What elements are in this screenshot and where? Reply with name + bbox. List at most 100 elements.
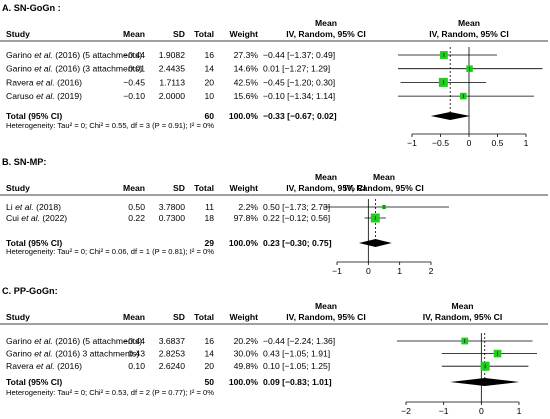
header-total: Total	[194, 29, 214, 39]
study-ci-text: 0.01 [−1.27; 1.29]	[263, 64, 330, 74]
study-mean: 0.01	[128, 64, 145, 74]
header-plot-line1: Mean	[373, 172, 395, 182]
header-ci-line2: IV, Random, 95% CI	[286, 312, 365, 322]
header-total: Total	[194, 312, 214, 322]
header-plot-line2: IV, Random, 95% CI	[429, 29, 508, 39]
study-total: 14	[204, 349, 214, 359]
panel-title: A. SN-GoGn :	[2, 3, 61, 13]
study-total: 20	[204, 77, 214, 87]
total-ci-text: 0.23 [−0.30; 0.75]	[263, 238, 332, 248]
forest-panel-a: A. SN-GoGn :Study Mean SD Total WeightMeanIV…	[0, 3, 548, 148]
study-total: 14	[204, 64, 214, 74]
header-weight: Weight	[230, 29, 259, 39]
study-name: Garino et al. (2016) (5 attachments)	[6, 50, 142, 60]
study-sd: 1.7113	[159, 77, 185, 87]
study-weight: 20.2%	[234, 336, 259, 346]
study-ci-text: −0.44 [−1.37; 0.49]	[263, 50, 335, 60]
total-weight: 100.0%	[229, 238, 259, 248]
study-ci-text: 0.22 [−0.12; 0.56]	[263, 213, 330, 223]
study-sd: 3.6837	[159, 336, 186, 346]
total-label: Total (95% CI)	[6, 377, 62, 387]
study-name: Garino et al. (2016) (5 attachments)	[6, 336, 142, 346]
study-sd: 1.9082	[159, 50, 186, 60]
study-name: Garino et al. (2016) (3 attachments)	[6, 64, 142, 74]
total-label: Total (95% CI)	[6, 111, 62, 121]
header-total: Total	[194, 183, 214, 193]
header-plot-line2: IV, Random, 95% CI	[344, 183, 423, 193]
study-total: 10	[204, 91, 214, 101]
total-n: 50	[204, 377, 214, 387]
pooled-diamond	[450, 378, 520, 386]
study-ci-text: −0.45 [−1.20; 0.30]	[263, 77, 335, 87]
x-tick-label: 0.5	[492, 138, 504, 148]
study-weight: 97.8%	[234, 213, 259, 223]
study-weight: 15.6%	[234, 91, 259, 101]
x-tick-label: 0	[366, 266, 371, 276]
total-n: 60	[204, 111, 214, 121]
study-weight: 2.2%	[238, 202, 258, 212]
study-total: 18	[204, 213, 214, 223]
total-weight: 100.0%	[229, 377, 259, 387]
header-ci-line2: IV, Random, 95% CI	[286, 183, 365, 193]
header-weight: Weight	[230, 183, 259, 193]
pooled-diamond	[430, 112, 471, 120]
heterogeneity-text: Heterogeneity: Tau² = 0; Chi² = 0.55, df…	[6, 121, 214, 130]
study-sd: 2.0000	[159, 91, 186, 101]
header-plot-line1: Mean	[458, 18, 480, 28]
study-mean: −0.45	[123, 77, 145, 87]
header-ci-line1: Mean	[315, 18, 337, 28]
study-weight: 14.6%	[234, 64, 259, 74]
study-ci-text: −0.44 [−2.24; 1.36]	[263, 336, 335, 346]
study-name: Cui et al. (2022)	[6, 213, 67, 223]
header-weight: Weight	[230, 312, 259, 322]
header-study: Study	[6, 312, 30, 322]
study-sd: 2.4435	[159, 64, 186, 74]
x-tick-label: 2	[429, 266, 434, 276]
x-tick-label: 1	[397, 266, 402, 276]
header-ci-line2: IV, Random, 95% CI	[286, 29, 365, 39]
header-plot-line2: IV, Random, 95% CI	[423, 312, 502, 322]
study-mean: 0.50	[128, 202, 145, 212]
study-ci-text: 0.43 [−1.05; 1.91]	[263, 349, 330, 359]
x-tick-label: −1	[332, 266, 342, 276]
header-study: Study	[6, 29, 30, 39]
x-tick-label: −2	[401, 406, 411, 416]
study-ci-text: 0.10 [−1.05; 1.25]	[263, 361, 330, 371]
study-name: Garino et al. (2016) 3 attachments)	[6, 349, 139, 359]
study-total: 11	[205, 202, 214, 212]
x-tick-label: −1	[439, 406, 449, 416]
study-mean: 0.43	[128, 349, 145, 359]
study-sd: 2.8253	[159, 349, 186, 359]
study-mean: −0.44	[123, 336, 145, 346]
header-mean: Mean	[123, 312, 145, 322]
study-name: Ravera et al. (2016)	[6, 77, 82, 87]
x-tick-label: 0	[467, 138, 472, 148]
header-sd: SD	[173, 29, 185, 39]
header-study: Study	[6, 183, 30, 193]
study-mean: 0.22	[128, 213, 145, 223]
study-name: Li et al. (2018)	[6, 202, 61, 212]
study-sd: 0.7300	[159, 213, 186, 223]
header-mean: Mean	[123, 183, 145, 193]
forest-panel-c: C. PP-GoGn:Study Mean SD Total WeightMeanIV,…	[0, 286, 548, 416]
header-plot-line1: Mean	[452, 301, 474, 311]
total-ci-text: −0.33 [−0.67; 0.02]	[263, 111, 337, 121]
study-weight: 49.8%	[234, 361, 259, 371]
total-n: 29	[204, 238, 214, 248]
study-ci-text: −0.10 [−1.34; 1.14]	[263, 91, 335, 101]
study-total: 16	[204, 50, 214, 60]
study-mean: −0.44	[123, 50, 145, 60]
header-ci-line1: Mean	[315, 172, 337, 182]
study-mean: 0.10	[128, 361, 145, 371]
study-total: 16	[204, 336, 214, 346]
panel-title: C. PP-GoGn:	[2, 286, 58, 296]
study-weight: 42.5%	[234, 77, 259, 87]
study-ci-text: 0.50 [−1.73; 2.73]	[263, 202, 330, 212]
x-tick-label: −1	[407, 138, 417, 148]
study-name: Ravera et al. (2016)	[6, 361, 82, 371]
total-weight: 100.0%	[229, 111, 259, 121]
pooled-diamond	[358, 239, 392, 247]
heterogeneity-text: Heterogeneity: Tau² = 0; Chi² = 0.06, df…	[6, 247, 214, 256]
study-name: Caruso et al. (2019)	[6, 91, 82, 101]
